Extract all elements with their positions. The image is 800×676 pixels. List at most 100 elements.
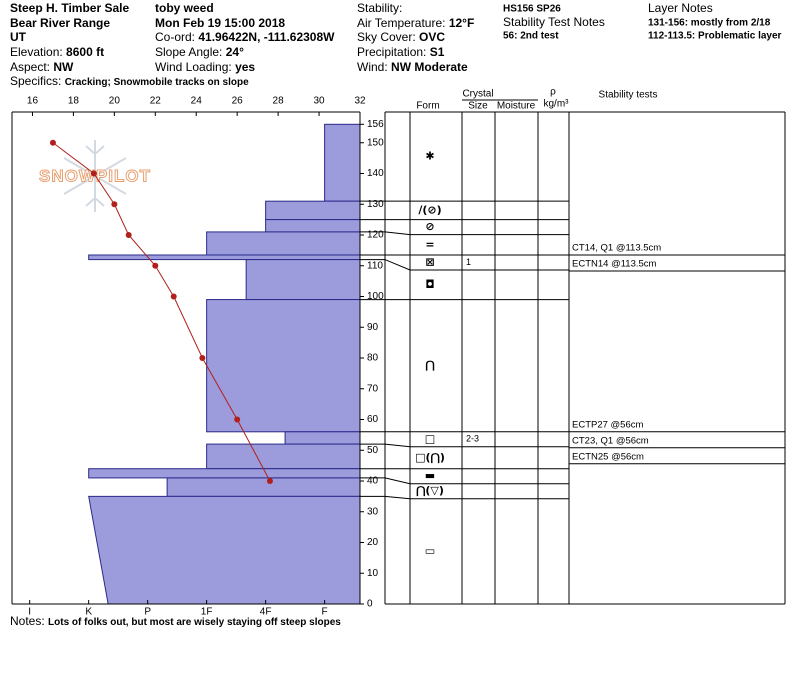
test-result: ECTP27 @56cm xyxy=(572,419,644,430)
hardness-tick-label: P xyxy=(144,607,151,618)
temperature-point xyxy=(199,355,206,361)
temperature-tick-label: 32 xyxy=(354,96,366,107)
hardness-tick-label: F xyxy=(322,607,328,618)
label: Air Temperature: xyxy=(357,16,445,30)
column-header: Form xyxy=(416,101,439,112)
column-header: Crystal xyxy=(462,89,493,100)
grain-form: □ xyxy=(425,432,435,445)
label: Slope Angle: xyxy=(155,45,222,59)
hardness-bar xyxy=(324,123,361,202)
value: Lots of folks out, but most are wisely s… xyxy=(48,617,341,628)
column-header: Size xyxy=(468,101,488,112)
temperature-tick-label: 16 xyxy=(27,96,39,107)
hardness-bar xyxy=(88,254,361,261)
value: OVC xyxy=(419,30,445,44)
depth-tick-label: 80 xyxy=(367,353,379,364)
layer-boundary xyxy=(360,477,569,485)
temperature-point xyxy=(170,293,177,300)
value: 12°F xyxy=(449,16,474,30)
hardness-bar xyxy=(206,299,361,433)
depth-tick-label: 0 xyxy=(367,599,373,610)
layer-boundary xyxy=(360,231,569,236)
layer-boundary xyxy=(360,495,569,500)
column-header: ρ xyxy=(550,87,556,98)
label: Specifics: xyxy=(10,74,61,88)
label: Wind: xyxy=(357,60,388,74)
value: Cracking; Snowmobile tracks on slope xyxy=(65,77,249,88)
grain-form: ◘ xyxy=(425,278,434,291)
value: NW xyxy=(53,60,74,74)
grain-form: ✱ xyxy=(425,150,434,163)
aspect: Aspect: NW xyxy=(10,60,74,74)
depth-tick-label: 156 xyxy=(367,119,384,130)
label: Wind Loading: xyxy=(155,60,232,74)
temperature-point xyxy=(111,201,118,208)
label: Elevation: xyxy=(10,45,63,59)
notes: Notes: Lots of folks out, but most are w… xyxy=(10,614,341,628)
grain-form: □(⋂) xyxy=(415,451,445,464)
wind: Wind: NW Moderate xyxy=(357,60,468,74)
hardness-tick-label: 1F xyxy=(201,607,213,618)
grain-size: 2-3 xyxy=(466,434,479,444)
label: Precipitation: xyxy=(357,45,426,59)
temperature-tick-label: 22 xyxy=(150,96,162,107)
temperature-tick-label: 18 xyxy=(68,96,80,107)
grain-form: ▬ xyxy=(425,469,435,482)
value: 8600 ft xyxy=(66,45,104,59)
hardness-bar xyxy=(206,443,361,470)
hs: HS156 SP26 xyxy=(503,4,561,15)
hardness-bar xyxy=(265,219,361,233)
hardness-bar xyxy=(88,468,361,479)
column-header: Stability tests xyxy=(599,90,658,101)
value: 24° xyxy=(226,45,244,59)
hardness-bar xyxy=(245,259,361,301)
coord: Co-ord: 41.96422N, -111.62308W xyxy=(155,30,335,44)
depth-tick-label: 40 xyxy=(367,476,379,487)
grain-form: ⊘ xyxy=(425,220,434,233)
hardness-bar xyxy=(166,477,361,497)
location: Steep H. Timber Sale xyxy=(10,1,129,15)
depth-tick-label: 150 xyxy=(367,137,384,148)
temperature-point xyxy=(125,232,132,238)
depth-tick-label: 60 xyxy=(367,414,379,425)
temperature-point xyxy=(266,478,273,484)
precip: Precipitation: S1 xyxy=(357,45,445,59)
range: Bear River Range xyxy=(10,16,110,30)
column-header: kg/m³ xyxy=(544,99,570,110)
grain-size: 1 xyxy=(466,257,471,267)
depth-tick-label: 30 xyxy=(367,506,379,517)
depth-tick-label: 120 xyxy=(367,230,384,241)
layer-note: 131-156: mostly from 2/18 xyxy=(648,18,771,29)
stability: Stability: xyxy=(357,1,402,15)
value: S1 xyxy=(430,45,445,59)
grain-form: = xyxy=(425,238,434,251)
depth-tick-label: 50 xyxy=(367,445,379,456)
depth-tick-label: 10 xyxy=(367,568,379,579)
temperature-point xyxy=(152,262,159,269)
value: 41.96422N, -111.62308W xyxy=(198,30,335,44)
depth-tick-label: 130 xyxy=(367,199,384,210)
depth-tick-label: 90 xyxy=(367,322,379,333)
grain-form: ⋂ xyxy=(425,359,434,372)
temperature-point xyxy=(90,170,97,177)
layer-note: 112-113.5: Problematic layer xyxy=(648,31,782,42)
temperature-point xyxy=(234,416,241,423)
air-temp: Air Temperature: 12°F xyxy=(357,16,474,30)
hardness-bar xyxy=(284,431,361,445)
hardness-tick-label: 4F xyxy=(260,607,272,618)
sky: Sky Cover: OVC xyxy=(357,30,445,44)
grain-form: /(⊘) xyxy=(418,203,441,216)
temperature-tick-label: 28 xyxy=(273,96,285,107)
test-result: CT23, Q1 @56cm xyxy=(572,435,649,446)
label: Aspect: xyxy=(10,60,50,74)
state: UT xyxy=(10,30,27,44)
depth-tick-label: 110 xyxy=(367,260,383,271)
test-notes-title: Stability Test Notes xyxy=(503,15,605,29)
layer-notes-title: Layer Notes xyxy=(648,1,713,15)
grain-form: ▭ xyxy=(425,544,435,557)
date: Mon Feb 19 15:00 2018 xyxy=(155,16,285,30)
value: NW Moderate xyxy=(391,60,468,74)
label: Co-ord: xyxy=(155,30,195,44)
grain-form: ⊠ xyxy=(425,255,434,268)
